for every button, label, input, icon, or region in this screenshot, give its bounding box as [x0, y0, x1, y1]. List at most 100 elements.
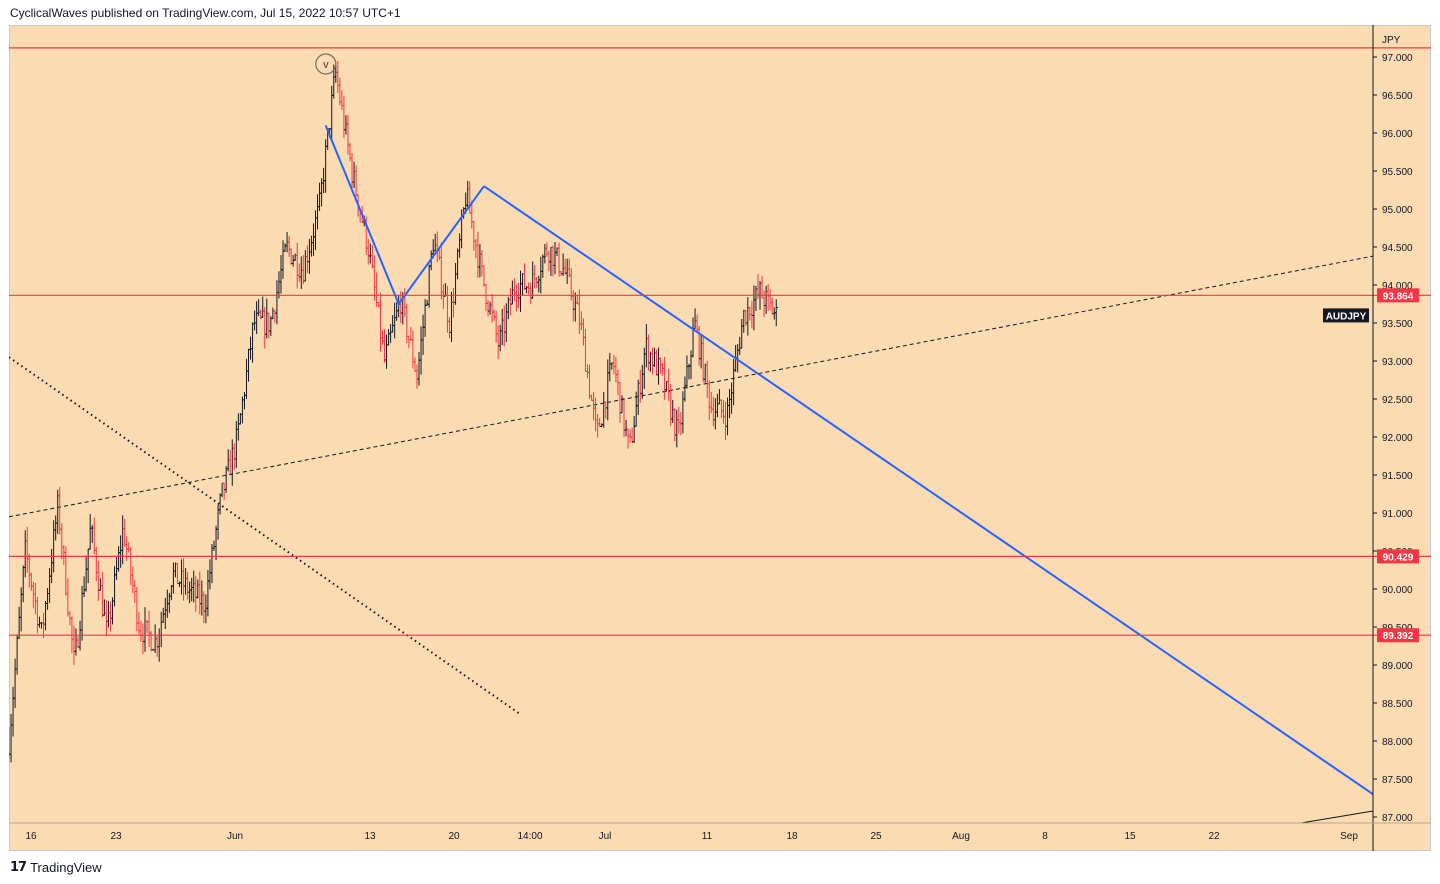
ohlc-bar — [303, 250, 308, 282]
y-tick-label: 92.000 — [1382, 433, 1413, 444]
ohlc-bar — [313, 210, 318, 250]
ohlc-bar — [409, 326, 413, 342]
ohlc-bar — [189, 577, 194, 602]
ohlc-bar — [100, 571, 105, 618]
ohlc-bar — [709, 392, 714, 414]
x-tick-label: 11 — [702, 831, 713, 842]
ohlc-bar — [530, 261, 535, 299]
ohlc-bar — [329, 85, 334, 142]
ohlc-bar — [293, 253, 297, 261]
y-tick-label: 93.000 — [1382, 357, 1413, 368]
ohlc-bar — [518, 270, 523, 312]
ohlc-bar — [116, 546, 121, 572]
ohlc-bar — [9, 713, 13, 763]
ohlc-bar — [545, 242, 549, 257]
ohlc-bar — [256, 299, 261, 317]
ohlc-bar — [660, 362, 665, 376]
ohlc-bar — [774, 299, 779, 327]
chart-panel — [9, 25, 1431, 851]
ohlc-bar — [683, 376, 687, 402]
ohlc-bar — [585, 364, 590, 379]
ohlc-bar — [37, 616, 42, 628]
ohlc-bar — [15, 634, 19, 675]
ohlc-bar — [520, 273, 525, 296]
ohlc-bar — [484, 283, 488, 312]
ohlc-bar — [486, 299, 490, 317]
ohlc-bar — [17, 606, 21, 639]
x-tick-label: 8 — [1042, 831, 1048, 842]
ohlc-bar — [522, 263, 527, 290]
ohlc-bar — [49, 548, 54, 584]
ohlc-bar — [465, 180, 470, 208]
currency-label: JPY — [1382, 35, 1401, 46]
ohlc-bar — [260, 296, 265, 319]
ohlc-bar — [691, 317, 695, 358]
ohlc-bar — [575, 294, 580, 305]
blue-trendline — [483, 185, 1373, 796]
ohlc-bar — [514, 284, 519, 312]
ohlc-bar — [532, 265, 537, 289]
ohlc-bar — [354, 165, 358, 197]
ohlc-bar — [764, 285, 768, 314]
ohlc-bar — [112, 566, 117, 607]
ohlc-bar — [242, 391, 247, 410]
ohlc-bar — [646, 334, 651, 371]
ohlc-bar — [236, 413, 241, 441]
tradingview-footer[interactable]: 17 TradingView — [10, 857, 102, 877]
ohlc-bar — [248, 336, 253, 360]
ohlc-bar — [715, 393, 720, 418]
ohlc-bar — [204, 594, 208, 624]
x-tick-label: Jul — [599, 831, 612, 842]
ohlc-bar — [297, 263, 302, 282]
ohlc-bar — [553, 241, 557, 275]
ohlc-bar — [291, 254, 295, 267]
ohlc-bar — [250, 322, 255, 363]
ohlc-bar — [29, 572, 34, 591]
x-tick-label: 15 — [1124, 831, 1136, 842]
ohlc-bar — [512, 278, 517, 302]
ohlc-bar — [672, 408, 677, 442]
ohlc-bar — [352, 161, 356, 189]
ohlc-bar — [57, 486, 62, 535]
ohlc-bar — [435, 231, 440, 263]
ohlc-bar — [768, 289, 772, 311]
ohlc-bar — [141, 623, 145, 654]
ohlc-bar — [506, 296, 511, 320]
ohlc-bar — [368, 243, 373, 264]
y-tick-label: 94.000 — [1382, 281, 1413, 292]
ohlc-bar — [510, 280, 515, 305]
ohlc-bar — [565, 258, 569, 285]
ohlc-bar — [240, 396, 245, 424]
ohlc-bar — [674, 409, 679, 448]
ohlc-bar — [94, 546, 99, 582]
ohlc-bar — [405, 303, 409, 344]
ohlc-bar — [762, 290, 766, 317]
price-tag-label: 89.392 — [1383, 631, 1414, 642]
ohlc-bar — [317, 182, 322, 211]
ohlc-bar — [224, 466, 228, 493]
ohlc-bar — [76, 636, 80, 649]
ohlc-bar — [212, 540, 216, 551]
ohlc-bar — [315, 194, 320, 230]
ohlc-bar — [173, 562, 178, 578]
ohlc-bar — [457, 233, 462, 258]
ohlc-bar — [342, 96, 346, 139]
ohlc-bar — [43, 600, 48, 631]
ohlc-bar — [143, 607, 147, 652]
x-tick-label: Aug — [952, 831, 970, 842]
ohlc-bar — [183, 568, 188, 595]
ohlc-bar — [370, 244, 375, 269]
ohlc-bar — [287, 235, 291, 257]
price-chart[interactable]: v JPY 97.000 96.500 96.000 95.500 95.000 94.500… — [9, 25, 1431, 851]
ohlc-bar — [88, 514, 92, 550]
ohlc-bar — [748, 306, 752, 321]
ohlc-bar — [202, 591, 206, 624]
ohlc-bar — [447, 316, 452, 339]
y-tick-label: 93.500 — [1382, 319, 1413, 330]
ohlc-bar — [177, 581, 182, 588]
ohlc-bar — [126, 541, 131, 553]
ohlc-bar — [439, 242, 444, 300]
ohlc-bar — [601, 391, 606, 428]
ohlc-bar — [59, 523, 64, 560]
ohlc-bar — [498, 324, 503, 352]
